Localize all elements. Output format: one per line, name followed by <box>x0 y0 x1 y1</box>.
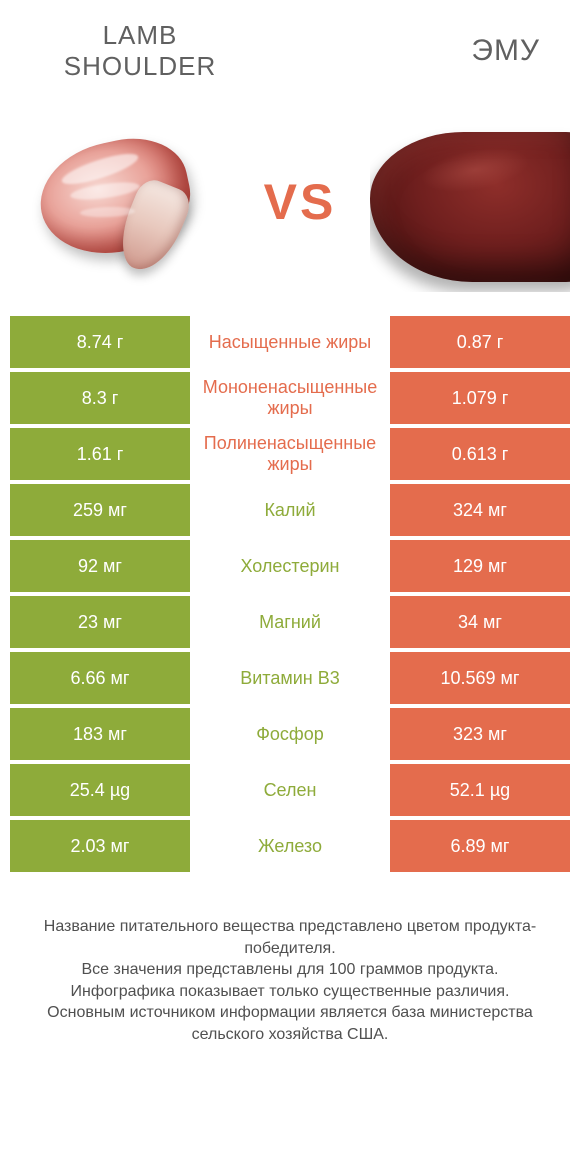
table-row: 1.61 гПолиненасыщенные жиры0.613 г <box>10 428 570 480</box>
table-row: 2.03 мгЖелезо6.89 мг <box>10 820 570 872</box>
left-value-cell: 1.61 г <box>10 428 190 480</box>
nutrient-label-cell: Магний <box>190 596 390 648</box>
right-value-cell: 10.569 мг <box>390 652 570 704</box>
nutrition-tbody: 8.74 гНасыщенные жиры0.87 г8.3 гМононена… <box>10 316 570 872</box>
right-value-cell: 52.1 µg <box>390 764 570 816</box>
right-value-cell: 129 мг <box>390 540 570 592</box>
nutrient-label-cell: Мононенасыщенные жиры <box>190 372 390 424</box>
left-value-cell: 92 мг <box>10 540 190 592</box>
lamb-shoulder-icon <box>30 112 230 292</box>
left-value-cell: 25.4 µg <box>10 764 190 816</box>
nutrient-label-cell: Витамин B3 <box>190 652 390 704</box>
left-value-cell: 183 мг <box>10 708 190 760</box>
left-value-cell: 8.3 г <box>10 372 190 424</box>
right-value-cell: 0.87 г <box>390 316 570 368</box>
nutrient-label-cell: Полиненасыщенные жиры <box>190 428 390 480</box>
footer-line: Все значения представлены для 100 граммо… <box>30 959 550 981</box>
right-value-cell: 323 мг <box>390 708 570 760</box>
nutrient-label-cell: Калий <box>190 484 390 536</box>
left-product-image <box>30 112 230 292</box>
right-value-cell: 6.89 мг <box>390 820 570 872</box>
left-value-cell: 259 мг <box>10 484 190 536</box>
nutrient-label-cell: Железо <box>190 820 390 872</box>
table-row: 183 мгФосфор323 мг <box>10 708 570 760</box>
right-product-title: ЭМУ <box>471 34 540 68</box>
table-row: 92 мгХолестерин129 мг <box>10 540 570 592</box>
right-product-image <box>370 112 570 292</box>
nutrient-label-cell: Селен <box>190 764 390 816</box>
left-value-cell: 8.74 г <box>10 316 190 368</box>
titles-row: LAMB SHOULDER ЭМУ <box>10 20 570 102</box>
emu-meat-icon <box>370 112 570 292</box>
nutrient-label-cell: Фосфор <box>190 708 390 760</box>
left-product-title: LAMB SHOULDER <box>40 20 240 82</box>
footer-line: Название питательного вещества представл… <box>30 916 550 959</box>
left-value-cell: 23 мг <box>10 596 190 648</box>
table-row: 6.66 мгВитамин B310.569 мг <box>10 652 570 704</box>
footer-line: Основным источником информации является … <box>30 1002 550 1045</box>
table-row: 23 мгМагний34 мг <box>10 596 570 648</box>
nutrient-label-cell: Холестерин <box>190 540 390 592</box>
nutrition-table: 8.74 гНасыщенные жиры0.87 г8.3 гМононена… <box>10 312 570 876</box>
table-row: 25.4 µgСелен52.1 µg <box>10 764 570 816</box>
left-value-cell: 6.66 мг <box>10 652 190 704</box>
hero-row: VS <box>10 102 570 302</box>
left-value-cell: 2.03 мг <box>10 820 190 872</box>
infographic-container: LAMB SHOULDER ЭМУ VS 8.74 гНасыщенные жи… <box>0 0 580 1076</box>
table-row: 259 мгКалий324 мг <box>10 484 570 536</box>
vs-label: VS <box>264 173 337 231</box>
table-row: 8.3 гМононенасыщенные жиры1.079 г <box>10 372 570 424</box>
right-value-cell: 1.079 г <box>390 372 570 424</box>
footer-line: Инфографика показывает только существенн… <box>30 981 550 1003</box>
footer-notes: Название питательного вещества представл… <box>10 876 570 1046</box>
right-value-cell: 324 мг <box>390 484 570 536</box>
table-row: 8.74 гНасыщенные жиры0.87 г <box>10 316 570 368</box>
right-value-cell: 34 мг <box>390 596 570 648</box>
nutrient-label-cell: Насыщенные жиры <box>190 316 390 368</box>
right-value-cell: 0.613 г <box>390 428 570 480</box>
